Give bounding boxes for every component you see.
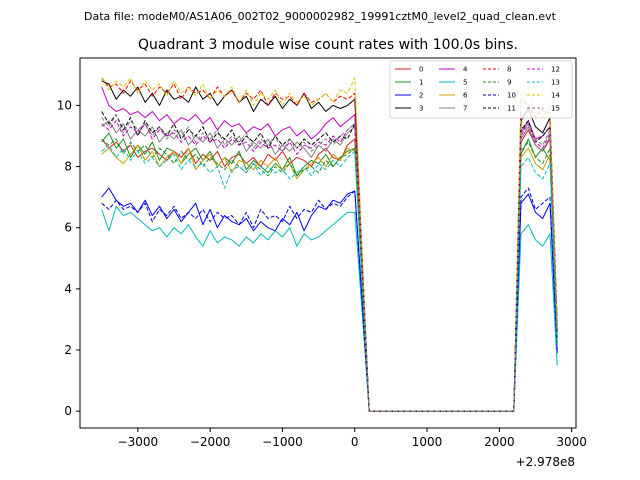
legend-entry-7: 7	[439, 105, 467, 113]
series-line-1	[101, 132, 558, 412]
legend-entry-12: 12	[527, 66, 560, 74]
legend-label: 12	[551, 66, 560, 74]
legend-label: 8	[507, 66, 511, 74]
x-tick-label: −1000	[262, 435, 303, 449]
axis-layer: −3000 −2000 −1000 0 1000 2000 3000 0 2 4 6 8 10	[57, 98, 587, 449]
x-tick-label: 3000	[556, 435, 587, 449]
y-tick-label: 6	[64, 221, 72, 235]
y-tick-label: 4	[64, 282, 72, 296]
x-offset-label: +2.978e8	[516, 455, 575, 469]
legend-entry-8: 8	[483, 66, 511, 74]
series-line-8	[101, 77, 558, 412]
series-line-14	[101, 77, 558, 412]
series-line-2	[101, 187, 558, 412]
series-line-9	[101, 138, 558, 412]
x-tick-label: −3000	[118, 435, 159, 449]
x-tick-label: −2000	[190, 435, 231, 449]
legend-entry-10: 10	[483, 92, 516, 100]
legend-label: 10	[507, 92, 516, 100]
legend-entry-9: 9	[483, 79, 511, 87]
legend-entry-14: 14	[527, 92, 560, 100]
legend-entry-13: 13	[527, 79, 560, 87]
legend-entry-2: 2	[395, 92, 423, 100]
legend-label: 4	[463, 66, 468, 74]
x-tick-label: 1000	[412, 435, 443, 449]
y-tick-label: 10	[57, 98, 72, 112]
x-tick-label: 2000	[484, 435, 515, 449]
legend-entry-4: 4	[439, 66, 468, 74]
legend-entry-0: 0	[395, 66, 423, 74]
series-layer	[101, 77, 558, 412]
legend-label: 1	[419, 79, 423, 87]
legend-label: 5	[463, 79, 467, 87]
x-tick-label: 0	[351, 435, 359, 449]
legend-label: 14	[551, 92, 560, 100]
legend-label: 6	[463, 92, 468, 100]
y-tick-label: 0	[64, 404, 72, 418]
series-line-5	[101, 205, 558, 412]
y-tick-label: 8	[64, 160, 72, 174]
legend-box	[389, 60, 573, 119]
legend-entry-5: 5	[439, 79, 467, 87]
legend-entry-11: 11	[483, 105, 516, 113]
legend-label: 15	[551, 105, 560, 113]
legend-label: 2	[419, 92, 423, 100]
legend-entry-6: 6	[439, 92, 468, 100]
legend-label: 7	[463, 105, 467, 113]
series-line-10	[101, 187, 558, 412]
legend-label: 13	[551, 79, 560, 87]
legend-entry-3: 3	[395, 105, 423, 113]
legend-label: 0	[419, 66, 423, 74]
legend-label: 11	[507, 105, 516, 113]
y-tick-label: 2	[64, 343, 72, 357]
plot-frame	[79, 57, 577, 429]
series-line-0	[101, 129, 558, 412]
series-line-15	[101, 114, 558, 412]
legend-entry-1: 1	[395, 79, 423, 87]
chart-title: Quadrant 3 module wise count rates with …	[138, 37, 518, 53]
chart-suptitle: Data file: modeM0/AS1A06_002T02_90000029…	[84, 10, 557, 23]
series-line-6	[101, 144, 558, 412]
legend-label: 9	[507, 79, 511, 87]
legend-label: 3	[419, 105, 423, 113]
legend-entry-15: 15	[527, 105, 560, 113]
series-line-13	[101, 144, 558, 412]
